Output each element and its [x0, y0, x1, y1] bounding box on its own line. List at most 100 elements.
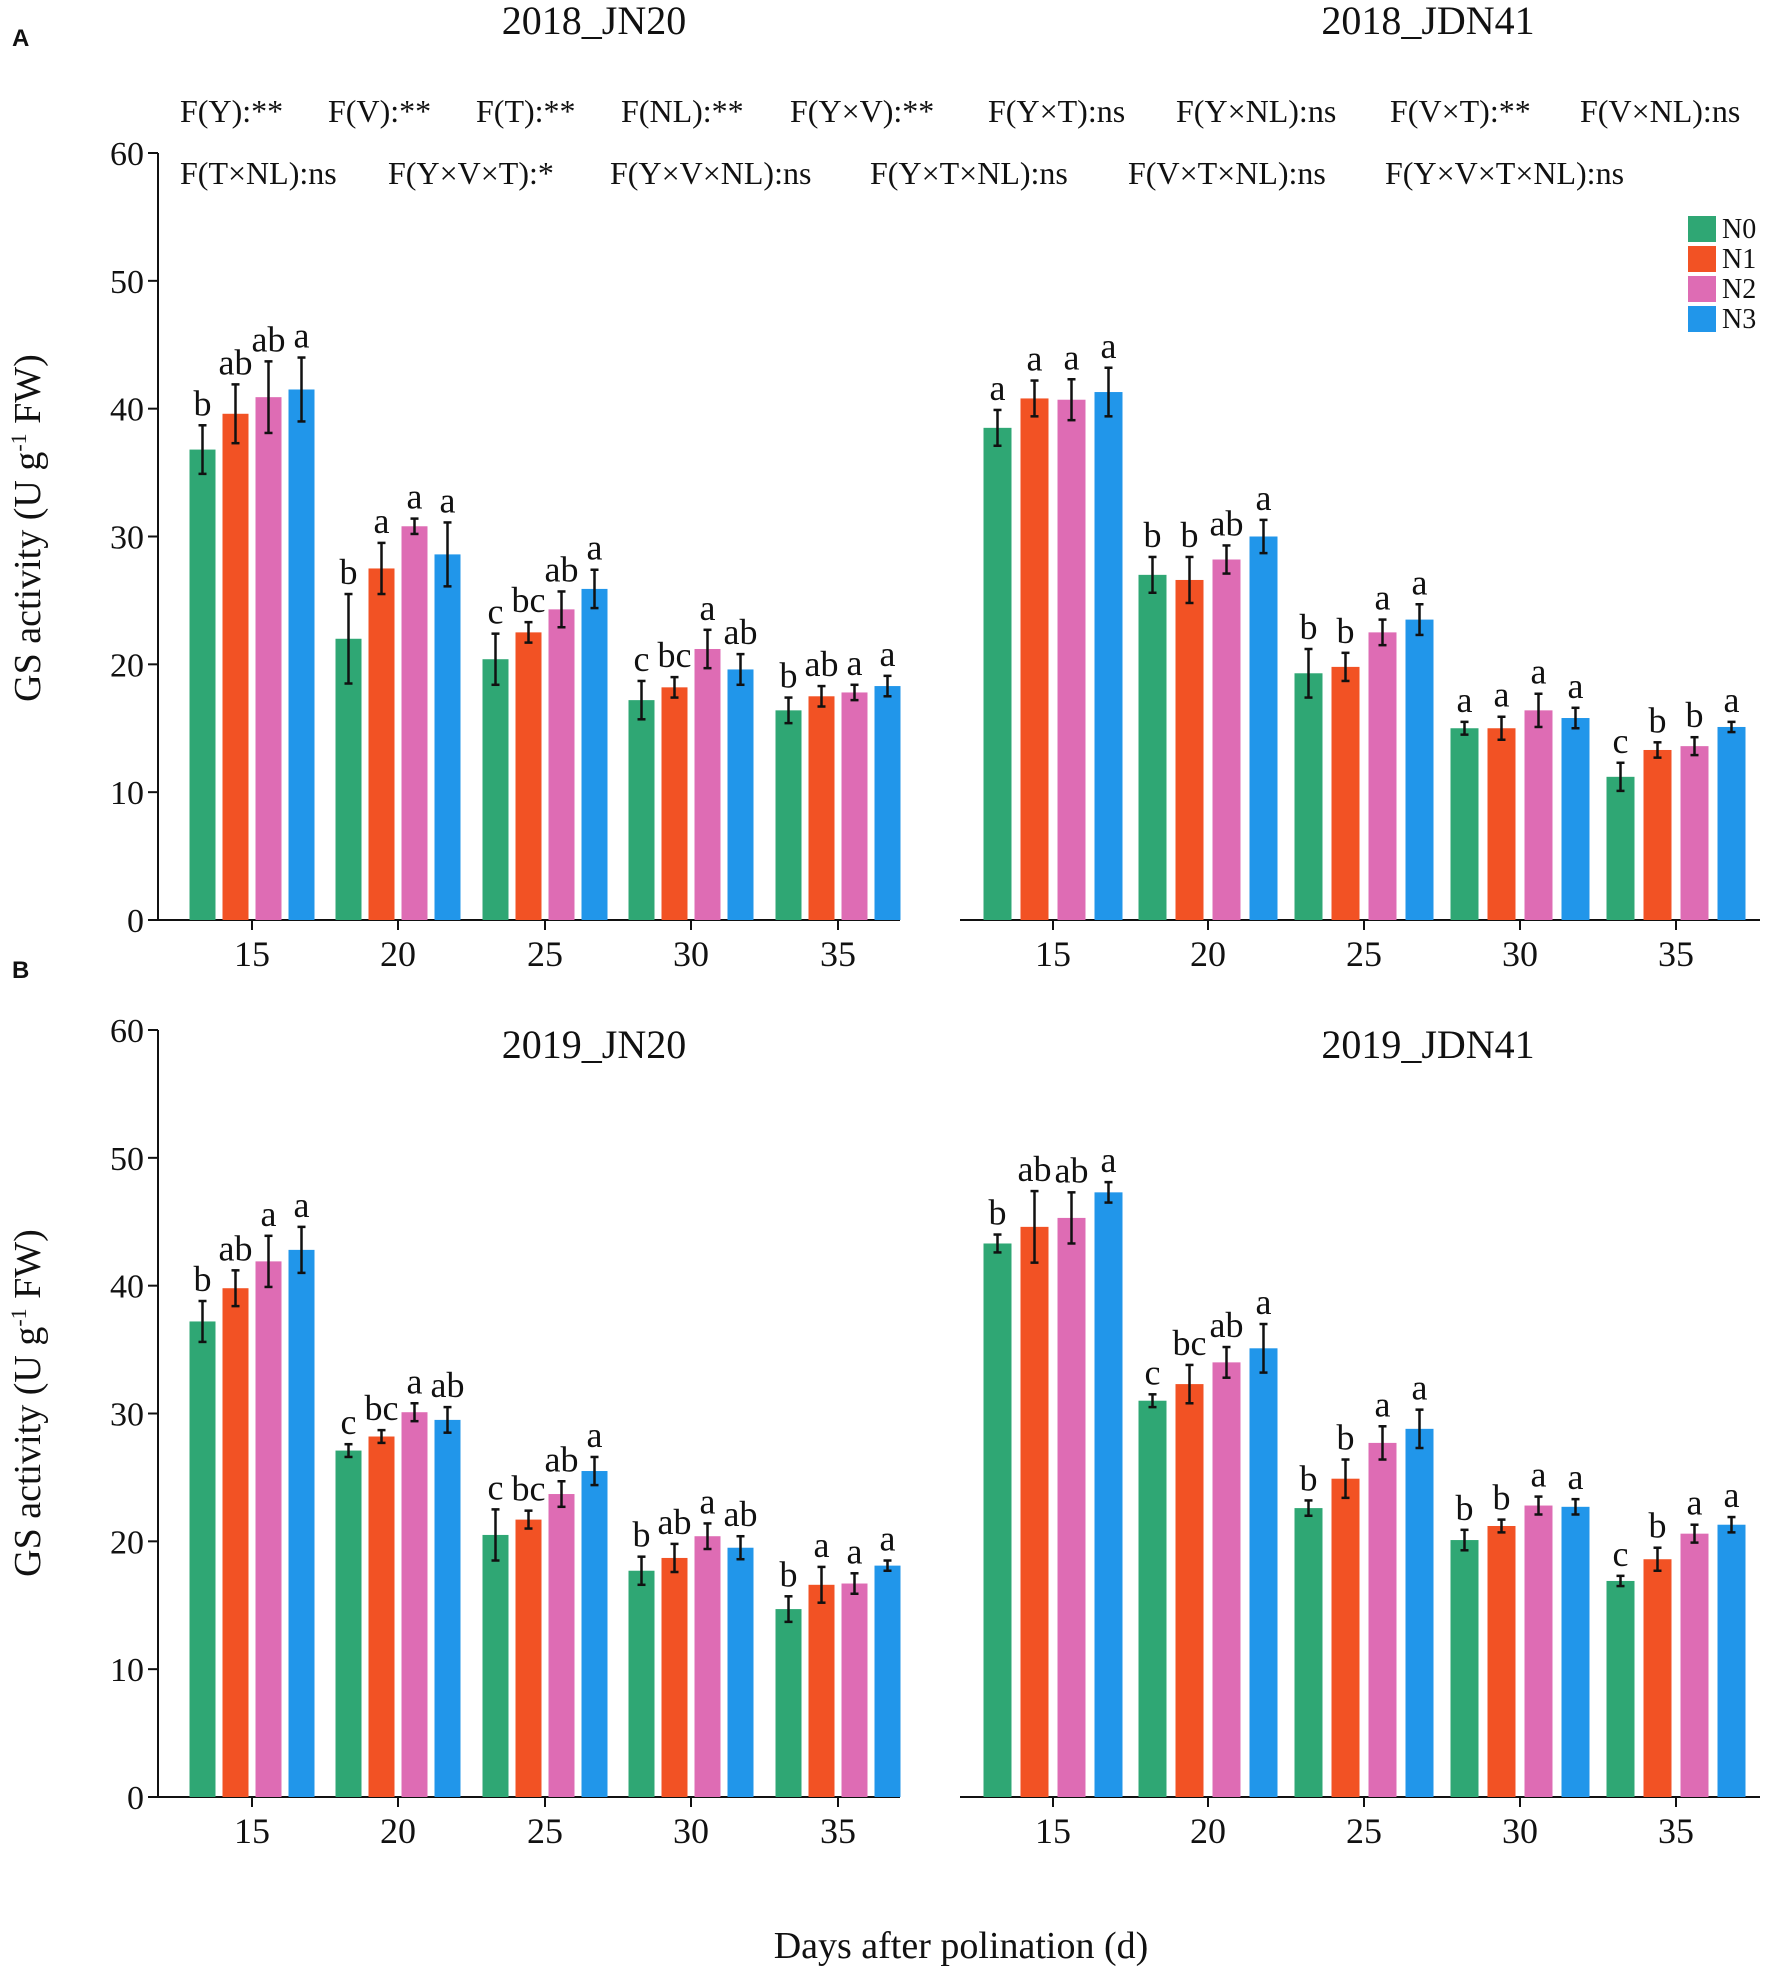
x-axis-label: Days after polination (d) — [774, 1925, 1149, 1967]
anova-term: F(Y×NL):ns — [1176, 93, 1336, 129]
significance-letter: b — [1144, 515, 1162, 555]
bar-n0 — [628, 700, 655, 920]
significance-letter: bc — [658, 635, 692, 675]
anova-term: F(Y×V×NL):ns — [610, 155, 811, 191]
bar-n0 — [335, 1450, 362, 1797]
chart-title: 2018_JDN41 — [1321, 0, 1534, 43]
bar-n1 — [222, 1288, 249, 1797]
bar-n3 — [581, 588, 608, 920]
significance-letter: a — [1457, 680, 1473, 720]
anova-term: F(Y×V×T×NL):ns — [1385, 155, 1624, 191]
bar-n2 — [694, 1536, 721, 1797]
bar-n3 — [727, 669, 754, 920]
x-tick-label: 20 — [380, 934, 416, 974]
bar-n2 — [841, 692, 868, 920]
significance-letter: b — [1456, 1488, 1474, 1528]
bar-n2 — [1057, 399, 1086, 920]
significance-letter: ab — [431, 1365, 465, 1405]
significance-letter: c — [488, 1467, 504, 1507]
significance-letter: a — [700, 588, 716, 628]
bar-n1 — [515, 1519, 542, 1797]
significance-letter: c — [634, 639, 650, 679]
anova-term: F(Y×V):** — [790, 93, 934, 129]
significance-letter: c — [1613, 721, 1629, 761]
significance-letter: b — [1649, 700, 1667, 740]
y-tick-label: 10 — [110, 1652, 144, 1689]
bar-n2 — [1524, 710, 1553, 920]
x-tick-label: 15 — [234, 1811, 270, 1851]
significance-letter: a — [880, 634, 896, 674]
bar-n1 — [1331, 666, 1360, 920]
x-tick-label: 30 — [1502, 1811, 1538, 1851]
chart-title: 2018_JN20 — [502, 0, 686, 43]
significance-letter: a — [1724, 1475, 1740, 1515]
significance-letter: b — [780, 656, 798, 696]
bar-n3 — [288, 1249, 315, 1797]
significance-letter: c — [341, 1402, 357, 1442]
y-tick-label: 30 — [110, 520, 144, 557]
bar-n0 — [482, 1534, 509, 1797]
bar-n0 — [1450, 728, 1479, 920]
significance-letter: bc — [512, 580, 546, 620]
x-tick-label: 35 — [1658, 934, 1694, 974]
bar-n1 — [1487, 728, 1516, 920]
x-tick-label: 30 — [673, 1811, 709, 1851]
significance-letter: bc — [365, 1388, 399, 1428]
significance-letter: a — [407, 477, 423, 517]
significance-letter: b — [1300, 1458, 1318, 1498]
significance-letter: a — [587, 528, 603, 568]
x-tick-label: 25 — [527, 934, 563, 974]
bar-n0 — [983, 1243, 1012, 1797]
x-tick-label: 15 — [1035, 934, 1071, 974]
anova-term: F(V):** — [328, 93, 431, 129]
y-tick-label: 20 — [110, 1524, 144, 1561]
significance-letter: ab — [545, 549, 579, 589]
bar-n1 — [1175, 579, 1204, 920]
bar-n3 — [1094, 1192, 1123, 1797]
bar-n0 — [1294, 673, 1323, 920]
y-tick-label: 60 — [110, 1013, 144, 1050]
y-tick-label: 60 — [110, 136, 144, 173]
chart-title: 2019_JDN41 — [1321, 1022, 1534, 1067]
y-tick-label: 0 — [127, 1780, 144, 1817]
x-tick-label: 20 — [1190, 1811, 1226, 1851]
significance-letter: c — [488, 592, 504, 632]
bar-n1 — [1020, 1226, 1049, 1797]
anova-term: F(T×NL):ns — [180, 155, 337, 191]
bar-n2 — [401, 526, 428, 920]
anova-term: F(T):** — [476, 93, 576, 129]
significance-letter: ab — [658, 1502, 692, 1542]
bar-n3 — [1561, 718, 1590, 920]
anova-term: F(Y×T):ns — [988, 93, 1125, 129]
bar-n1 — [368, 568, 395, 920]
bar-n2 — [841, 1583, 868, 1797]
x-tick-label: 35 — [820, 934, 856, 974]
significance-letter: ab — [219, 342, 253, 382]
bar-n0 — [1138, 574, 1167, 920]
bar-n0 — [335, 638, 362, 920]
x-tick-label: 30 — [673, 934, 709, 974]
bar-n2 — [1680, 1533, 1709, 1797]
bar-n2 — [1368, 632, 1397, 920]
significance-letter: b — [1493, 1478, 1511, 1518]
y-tick-label: 30 — [110, 1397, 144, 1434]
y-tick-label: 40 — [110, 1269, 144, 1306]
significance-letter: a — [294, 316, 310, 356]
bar-n0 — [628, 1570, 655, 1797]
chart-title: 2019_JN20 — [502, 1022, 686, 1067]
bar-n2 — [1680, 746, 1709, 920]
significance-letter: a — [847, 643, 863, 683]
bar-n1 — [1020, 398, 1049, 920]
x-tick-label: 25 — [1346, 934, 1382, 974]
bar-n2 — [548, 1494, 575, 1797]
significance-letter: ab — [252, 319, 286, 359]
y-axis-label-b: GS activity (U g-1 FW) — [6, 1229, 49, 1577]
x-tick-label: 25 — [527, 1811, 563, 1851]
bar-n3 — [288, 389, 315, 920]
significance-letter: a — [1064, 337, 1080, 377]
